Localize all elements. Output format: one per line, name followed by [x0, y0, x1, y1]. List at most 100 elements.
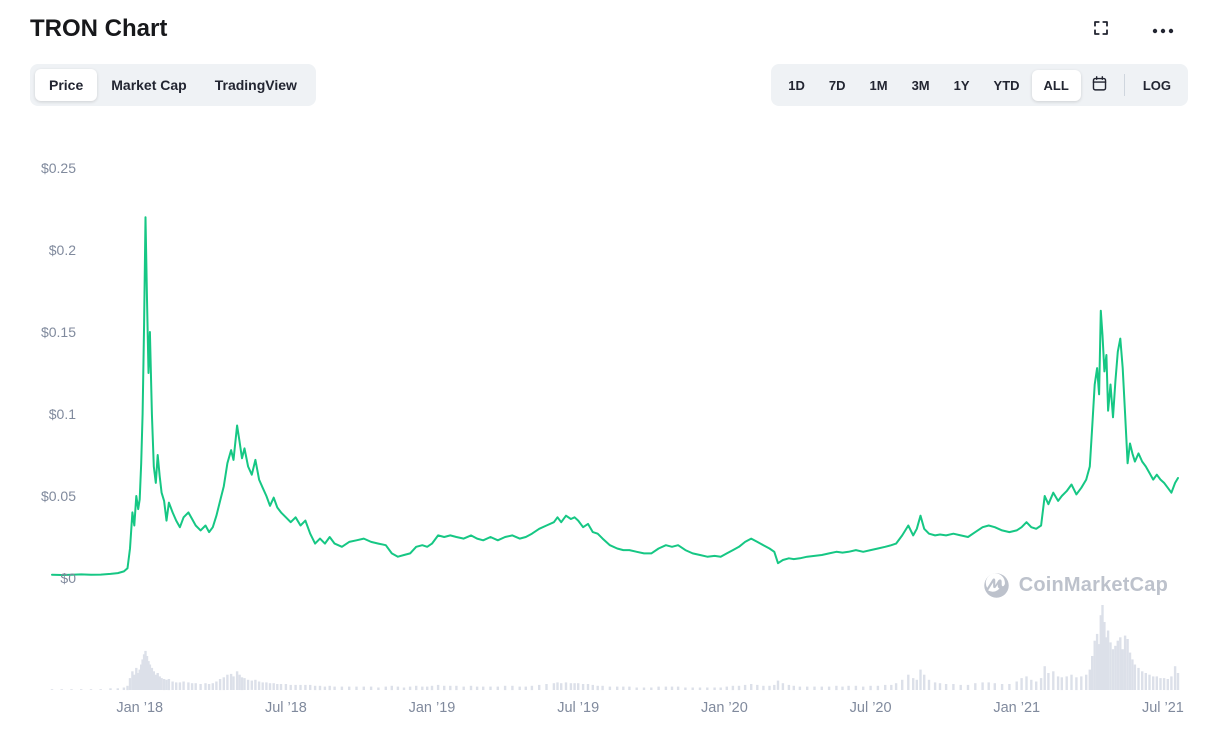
volume-bar [927, 679, 931, 690]
volume-bar [1095, 633, 1099, 690]
volume-bar [538, 684, 541, 690]
x-axis-label: Jul ’20 [850, 700, 892, 716]
volume-bar [564, 682, 568, 690]
volume-bar [396, 686, 400, 690]
range-1d[interactable]: 1D [776, 70, 817, 101]
volume-bar [1025, 676, 1028, 690]
volume-bar [165, 679, 168, 690]
volume-bar [218, 679, 222, 691]
volume-bar [1123, 635, 1127, 690]
volume-bar [154, 674, 157, 690]
volume-bar [135, 667, 138, 690]
volume-bar [235, 671, 239, 690]
volume-bar [140, 664, 143, 690]
volume-bar [1121, 649, 1124, 690]
volume-bar [545, 684, 548, 690]
volume-bar [657, 686, 660, 690]
volume-bar [642, 687, 646, 690]
tab-market-cap[interactable]: Market Cap [97, 69, 200, 101]
volume-bar [355, 686, 358, 690]
volume-bar [1015, 681, 1018, 690]
volume-bar [664, 686, 668, 690]
volume-bar [787, 684, 791, 690]
range-1y[interactable]: 1Y [942, 70, 982, 101]
volume-bar [691, 687, 694, 690]
volume-bar [455, 685, 458, 691]
volume-bar [993, 683, 996, 690]
volume-bar [240, 677, 244, 691]
volume-bar [348, 686, 351, 690]
volume-bar [449, 685, 452, 691]
tab-tradingview[interactable]: TradingView [201, 69, 311, 101]
y-axis-label: $0.25 [41, 160, 76, 176]
volume-bar [737, 685, 741, 691]
volume-bar [890, 684, 893, 690]
view-switcher: Price Market Cap TradingView [30, 64, 316, 106]
volume-bar [974, 683, 977, 690]
volume-bar [1047, 673, 1050, 690]
fullscreen-button[interactable] [1088, 15, 1114, 44]
y-axis-label: $0.15 [41, 324, 76, 340]
range-ytd[interactable]: YTD [982, 70, 1032, 101]
more-options-button[interactable] [1148, 18, 1178, 41]
volume-bar [222, 677, 225, 691]
volume-bar [377, 687, 380, 690]
log-scale-toggle[interactable]: LOG [1131, 70, 1183, 101]
volume-bar [518, 686, 521, 690]
volume-bar [299, 684, 302, 690]
volume-bar [719, 687, 722, 690]
volume-bar [1093, 640, 1096, 690]
volume-bar [684, 687, 687, 690]
volume-bar [608, 686, 612, 690]
volume-bar [933, 682, 937, 690]
volume-bar [215, 681, 218, 690]
volume-bar [1126, 639, 1129, 690]
volume-bar [713, 687, 716, 690]
volume-bar [489, 686, 492, 690]
calendar-icon [1091, 76, 1108, 95]
volume-bar [294, 684, 297, 690]
volume-bar [820, 686, 823, 690]
volume-bar [750, 684, 753, 690]
y-axis-label: $0.05 [41, 488, 76, 504]
volume-bar [773, 684, 776, 690]
volume-bar [238, 674, 241, 690]
volume-bar [847, 685, 850, 691]
volume-bar [333, 686, 336, 690]
volume-bar [670, 686, 674, 690]
y-axis-labels: $0.25 $0.2 $0.15 $0.1 $0.05 $0 [41, 160, 76, 586]
volume-bar [415, 685, 418, 691]
volume-bar [369, 686, 373, 690]
custom-date-range-button[interactable] [1081, 69, 1118, 101]
volume-bar [268, 683, 272, 690]
range-3m[interactable]: 3M [900, 70, 942, 101]
volume-bar [257, 681, 261, 690]
volume-bar [443, 685, 446, 691]
volume-bar [402, 687, 406, 690]
y-axis-label: $0.2 [49, 242, 76, 258]
volume-bar [178, 682, 182, 690]
x-axis-label: Jan ’20 [701, 700, 748, 716]
volume-bar [211, 683, 214, 690]
volume-bar [915, 679, 918, 690]
volume-bar [560, 683, 563, 690]
price-line-series [51, 216, 1179, 576]
volume-bar [768, 685, 771, 691]
volume-bar [246, 679, 250, 690]
volume-bar [923, 674, 926, 690]
volume-bar [1128, 652, 1132, 690]
volume-bar [1119, 637, 1122, 690]
volume-bar [806, 686, 809, 690]
range-all[interactable]: ALL [1031, 69, 1081, 101]
range-7d[interactable]: 7D [817, 70, 858, 101]
x-axis-label: Jan ’18 [116, 700, 163, 716]
volume-bar [530, 685, 534, 691]
volume-bar [573, 683, 576, 690]
volume-bar [265, 682, 268, 690]
volume-bar [944, 684, 948, 690]
volume-bar [390, 685, 393, 691]
volume-bar [1109, 642, 1112, 690]
tab-price[interactable]: Price [35, 69, 98, 101]
range-1m[interactable]: 1M [858, 70, 900, 101]
